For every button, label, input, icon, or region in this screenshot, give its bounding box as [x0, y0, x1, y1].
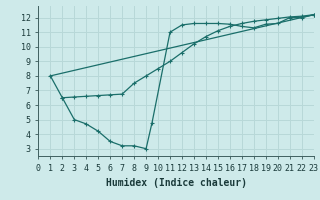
X-axis label: Humidex (Indice chaleur): Humidex (Indice chaleur)	[106, 178, 246, 188]
